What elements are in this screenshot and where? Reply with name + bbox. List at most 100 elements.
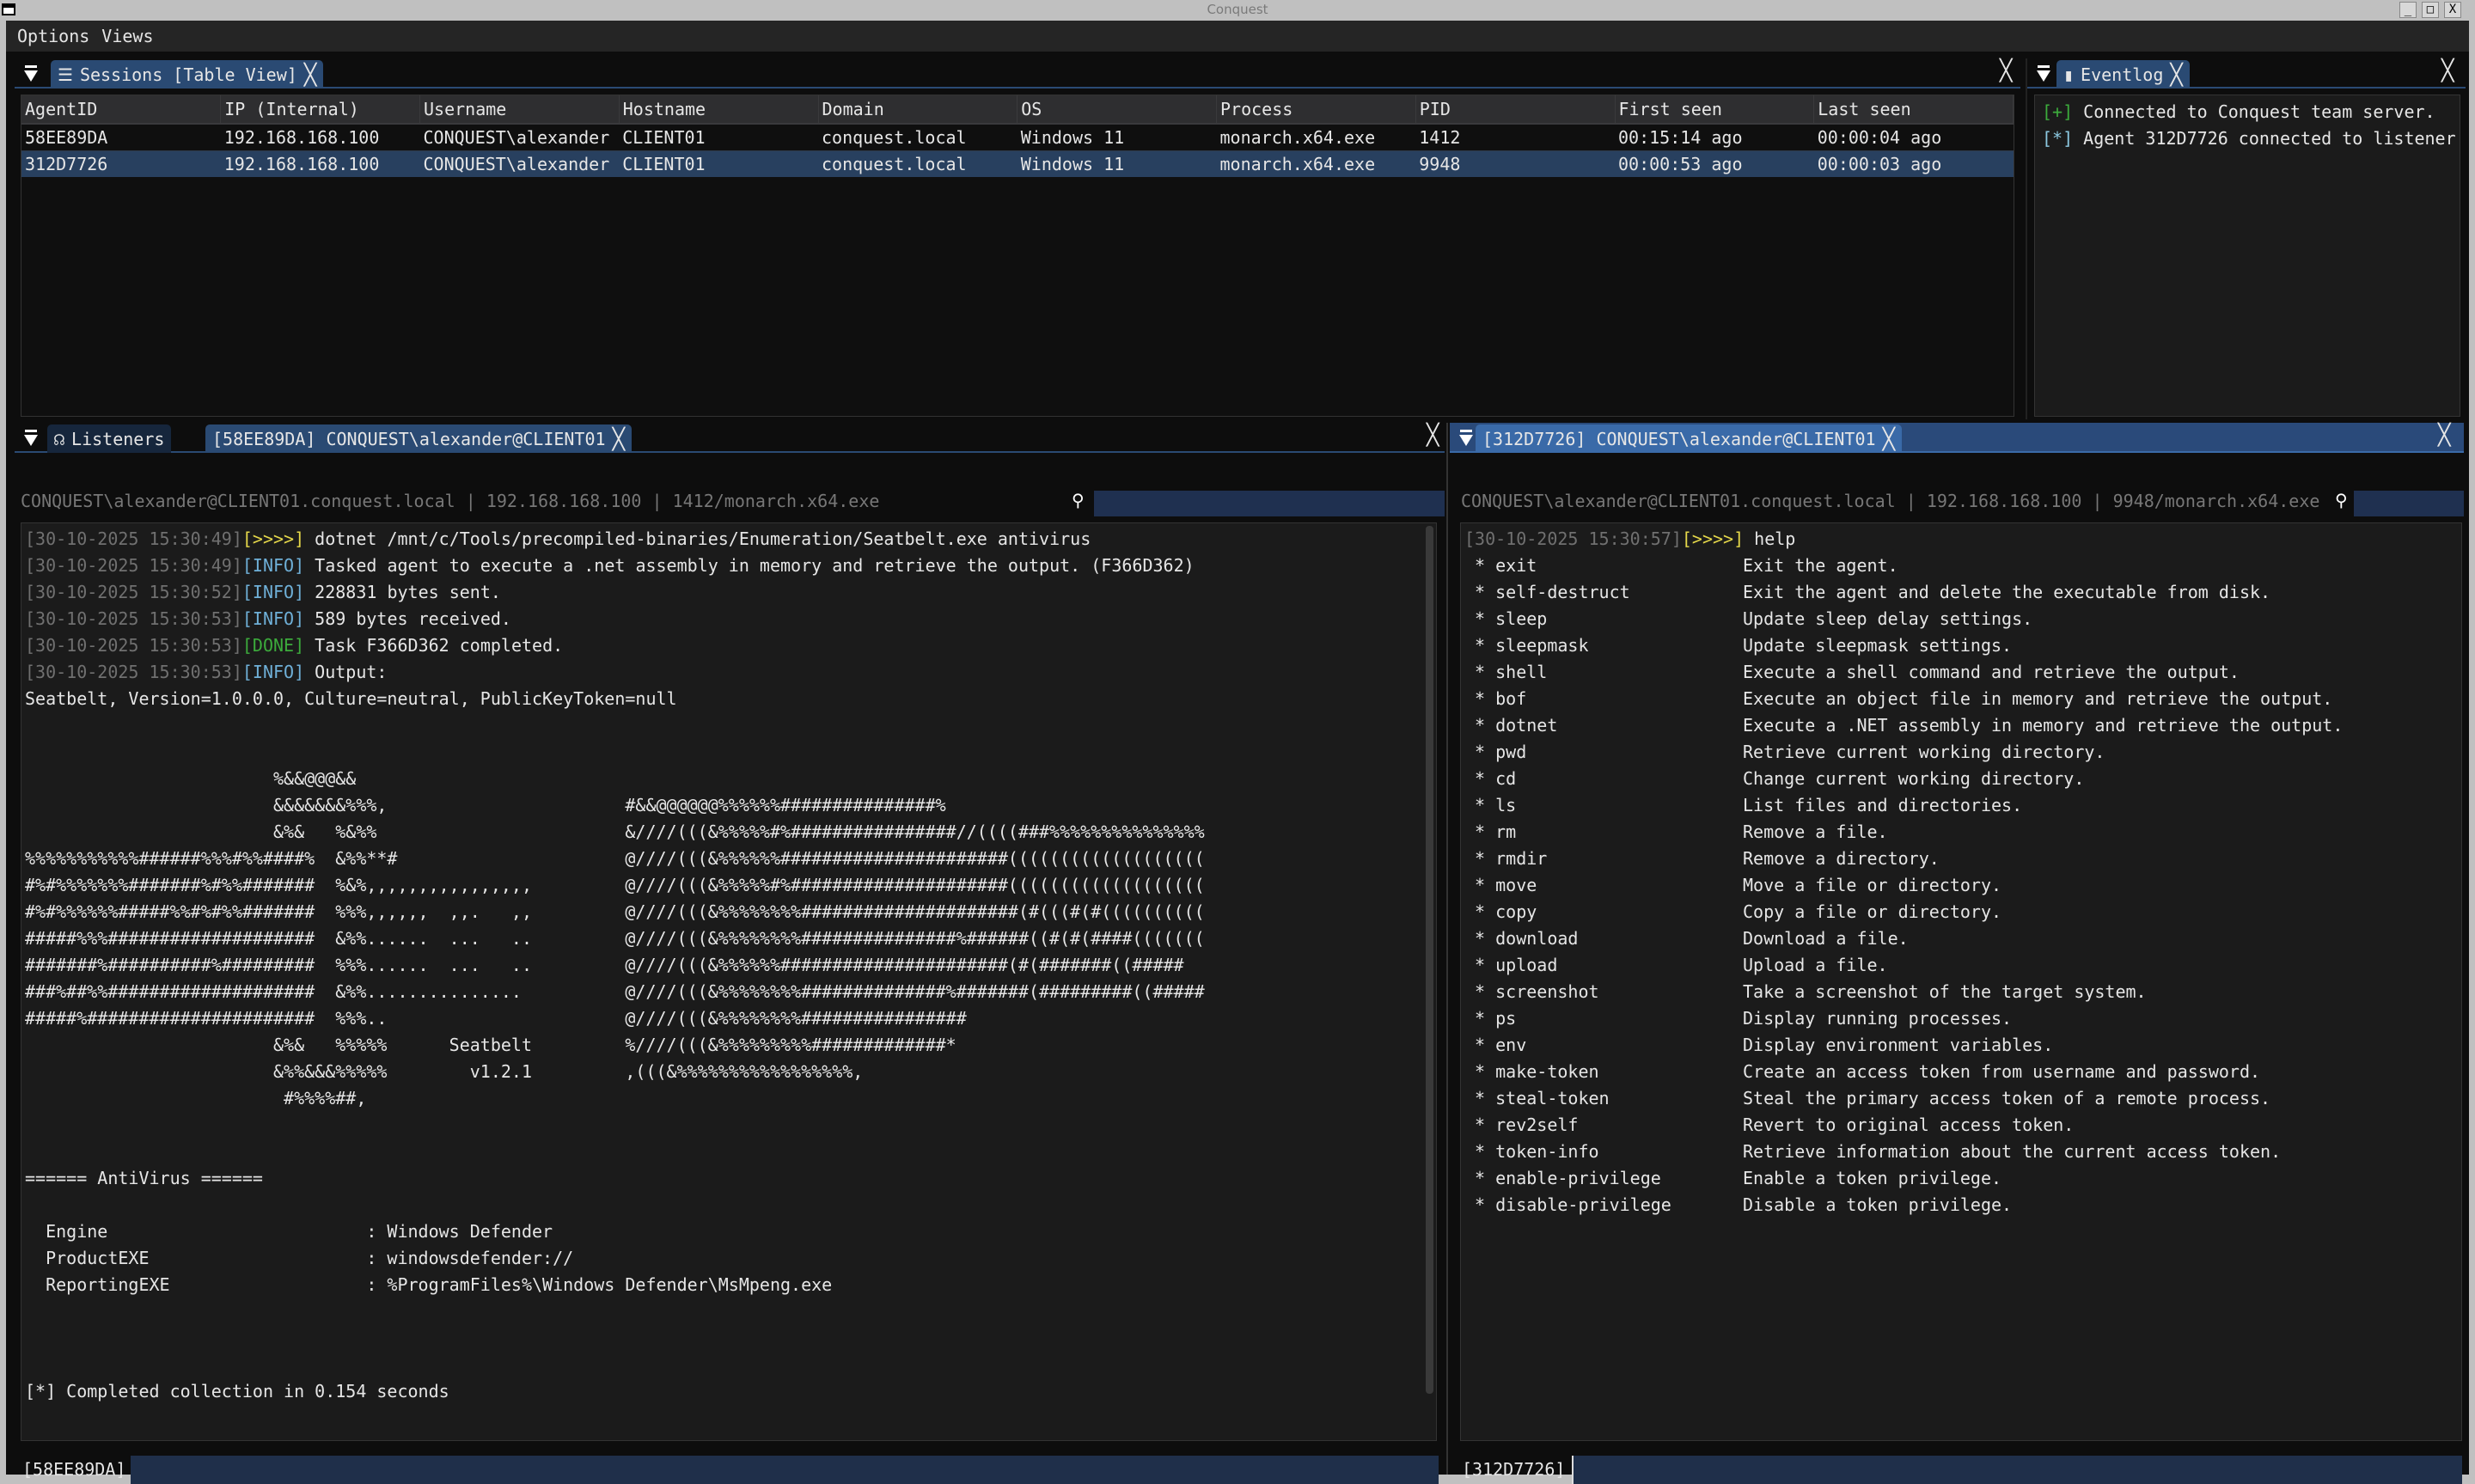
help-item: * upload Upload a file. <box>1464 952 2461 979</box>
dock-menu-icon[interactable] <box>23 65 39 82</box>
command-tag: [>>>>] <box>1681 528 1745 549</box>
log-tag: [INFO] <box>241 582 305 602</box>
close-tab-icon[interactable]: ╳ <box>303 62 317 87</box>
maximize-button[interactable]: □ <box>2422 2 2439 18</box>
help-command: * token-info <box>1464 1141 1599 1162</box>
window-titlebar: Conquest _ □ X <box>0 0 2475 21</box>
console-tabbar: ☊ Listeners [58EE89DA] CONQUEST\alexande… <box>15 423 1445 453</box>
dock-menu-icon[interactable] <box>2036 65 2051 82</box>
output-line: #####%###################### %%%.. @////… <box>25 1008 967 1029</box>
help-item: * copy Copy a file or directory. <box>1464 899 2461 925</box>
close-tab-icon[interactable]: ╳ <box>1882 426 1896 451</box>
menu-options[interactable]: Options <box>17 26 90 46</box>
help-description: Move a file or directory. <box>1743 875 2002 895</box>
help-command: * env <box>1464 1035 1527 1055</box>
tab-listeners[interactable]: ☊ Listeners <box>47 424 172 453</box>
help-description: Execute a .NET assembly in memory and re… <box>1743 715 2344 736</box>
help-item: * sleepmask Update sleepmask settings. <box>1464 632 2461 659</box>
dock-menu-icon[interactable] <box>23 430 39 447</box>
output-line: #######%##########%######### %%%...... .… <box>25 955 1184 975</box>
event-text: Connected to Conquest team server. <box>2073 101 2435 122</box>
menu-views[interactable]: Views <box>101 26 154 46</box>
column-header[interactable]: First seen <box>1615 95 1815 125</box>
dock-menu-icon[interactable] <box>1458 430 1474 447</box>
help-command: * bof <box>1464 688 1527 709</box>
help-command: * sleep <box>1464 608 1548 629</box>
column-header[interactable]: Domain <box>818 95 1018 125</box>
close-panel-icon[interactable]: ╳ <box>2441 58 2454 82</box>
column-header[interactable]: IP (Internal) <box>220 95 420 125</box>
log-tag: [DONE] <box>241 635 305 656</box>
column-header[interactable]: Username <box>419 95 620 125</box>
minimize-button[interactable]: _ <box>2399 2 2417 18</box>
search-icon: ⚲ <box>1072 490 1085 510</box>
close-tab-icon[interactable]: ╳ <box>612 426 626 451</box>
console-line: [30-10-2025 15:30:49][INFO] Tasked agent… <box>25 553 1436 579</box>
help-description: Update sleepmask settings. <box>1743 635 2013 656</box>
help-description: Upload a file. <box>1743 955 1888 975</box>
close-window-button[interactable]: X <box>2444 2 2461 18</box>
tab-sessions[interactable]: ☰ Sessions [Table View] ╳ <box>51 60 324 89</box>
output-line: %%%%%%%%%%%######%%%#%%####% &%%**# @///… <box>25 848 1205 869</box>
close-tab-icon[interactable]: ╳ <box>2170 62 2183 87</box>
command-input[interactable] <box>131 1456 1439 1484</box>
output-line <box>25 1352 1436 1378</box>
table-cell: Windows 11 <box>1017 124 1217 151</box>
help-item: * bof Execute an object file in memory an… <box>1464 686 2461 712</box>
search-input[interactable] <box>2354 491 2464 516</box>
eventlog-entry: [*] Agent 312D7726 connected to listener <box>2042 125 2456 152</box>
table-row[interactable]: 58EE89DA 192.168.168.100 CONQUEST\alexande… <box>21 124 2014 151</box>
tab-agent-58EE89DA[interactable]: [58EE89DA] CONQUEST\alexander@CLIENT01 ╳ <box>205 424 632 453</box>
console-line: [30-10-2025 15:30:57][>>>>] help <box>1464 526 2461 553</box>
help-item: * dotnet Execute a .NET assembly in memor… <box>1464 712 2461 739</box>
help-description: Create an access token from username and… <box>1743 1061 2261 1082</box>
table-cell: 1412 <box>1415 124 1615 151</box>
output-line <box>25 1139 1436 1165</box>
table-row[interactable]: 312D7726 192.168.168.100 CONQUEST\alexande… <box>21 150 2014 177</box>
timestamp: [30-10-2025 15:30:53] <box>25 608 242 629</box>
help-description: Disable a token privilege. <box>1743 1194 2013 1215</box>
console-scrollbar[interactable] <box>1426 526 1433 1394</box>
console-line: [30-10-2025 15:30:49][>>>>] dotnet /mnt/… <box>25 526 1436 553</box>
help-item: * ps Display running processes. <box>1464 1005 2461 1032</box>
table-cell: Windows 11 <box>1017 150 1217 177</box>
agent-info-line: CONQUEST\alexander@CLIENT01.conquest.loc… <box>1461 491 2320 511</box>
output-line: ReportingEXE : %ProgramFiles%\Windows De… <box>25 1274 833 1295</box>
column-header[interactable]: Hostname <box>619 95 819 125</box>
output-line: #%%%%##, <box>25 1088 367 1108</box>
column-header[interactable]: OS <box>1017 95 1217 125</box>
help-description: Display environment variables. <box>1743 1035 2054 1055</box>
tab-eventlog[interactable]: ▮ Eventlog ╳ <box>2056 60 2190 89</box>
log-text: 589 bytes received. <box>304 608 511 629</box>
command-input[interactable] <box>1572 1456 2462 1484</box>
close-panel-icon[interactable]: ╳ <box>2000 58 2013 82</box>
help-command: * upload <box>1464 955 1558 975</box>
help-item: * cd Change current working directory. <box>1464 766 2461 792</box>
table-cell: 00:00:53 ago <box>1615 150 1814 177</box>
output-line: Seatbelt, Version=1.0.0.0, Culture=neutr… <box>25 688 677 709</box>
list-icon: ☰ <box>58 64 73 85</box>
column-header[interactable]: AgentID <box>21 95 222 125</box>
table-cell: CONQUEST\alexander <box>419 124 620 151</box>
log-text: 228831 bytes sent. <box>304 582 501 602</box>
tab-label: Eventlog <box>2081 64 2164 85</box>
table-cell: monarch.x64.exe <box>1216 150 1416 177</box>
timestamp: [30-10-2025 15:30:53] <box>25 635 242 656</box>
app-body: Options Views ☰ Sessions [Table View] ╳ … <box>6 21 2469 1484</box>
panel-splitter[interactable] <box>1446 423 1448 1475</box>
search-input[interactable] <box>1094 491 1445 516</box>
column-header[interactable]: PID <box>1415 95 1616 125</box>
console-line: [30-10-2025 15:30:53][DONE] Task F366D36… <box>25 632 1436 659</box>
log-tag: [INFO] <box>241 608 305 629</box>
tab-agent-312D7726[interactable]: [312D7726] CONQUEST\alexander@CLIENT01 ╳ <box>1476 424 1903 453</box>
close-panel-icon[interactable]: ╳ <box>2438 423 2451 447</box>
agent-prompt-label: [312D7726] <box>1462 1459 1566 1480</box>
output-line <box>25 1325 1436 1352</box>
column-header[interactable]: Process <box>1216 95 1416 125</box>
table-cell: 00:15:14 ago <box>1615 124 1814 151</box>
log-text: Output: <box>304 662 388 682</box>
close-panel-icon[interactable]: ╳ <box>1427 423 1439 447</box>
agent-console-312D7726: [312D7726] CONQUEST\alexander@CLIENT01 ╳… <box>1450 423 2469 1484</box>
eventlog-panel: ▮ Eventlog ╳ ╳ [+] Connected to Conquest… <box>2026 58 2469 429</box>
column-header[interactable]: Last seen <box>1813 95 2014 125</box>
